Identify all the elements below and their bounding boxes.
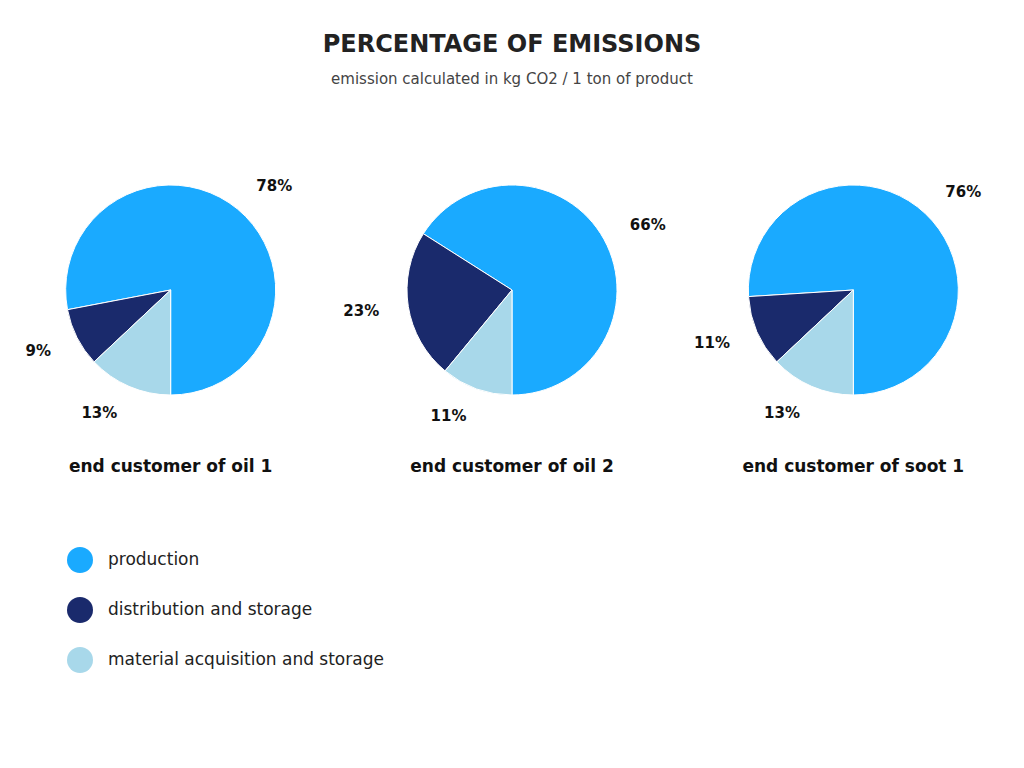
legend-item: distribution and storage xyxy=(67,597,312,623)
pie: 78% 9% 13% xyxy=(25,177,292,422)
chart: PERCENTAGE OF EMISSIONS emission calculat… xyxy=(0,0,1024,768)
pie-slice xyxy=(66,185,276,395)
legend-label: material acquisition and storage xyxy=(108,649,384,669)
data-label: 11% xyxy=(694,334,730,352)
legend-swatch xyxy=(67,647,93,673)
subtitle: emission calculated in kg CO2 / 1 ton of… xyxy=(331,70,693,88)
data-label: 23% xyxy=(343,302,379,320)
pie-label: end customer of oil 1 xyxy=(69,456,272,476)
data-label: 13% xyxy=(764,404,800,422)
pie-slice xyxy=(445,290,512,395)
data-label: 13% xyxy=(81,404,117,422)
pie-slice xyxy=(94,290,171,395)
data-label: 9% xyxy=(25,342,50,360)
pie: 66% 23% 11% xyxy=(343,185,665,425)
data-label: 11% xyxy=(431,407,467,425)
legend-label: production xyxy=(108,549,199,569)
pie-slice xyxy=(777,290,854,395)
pie-label: end customer of oil 2 xyxy=(410,456,613,476)
title: PERCENTAGE OF EMISSIONS xyxy=(323,30,702,58)
legend-item: material acquisition and storage xyxy=(67,647,384,673)
legend-item: production xyxy=(67,547,199,573)
legend-swatch xyxy=(67,547,93,573)
data-label: 76% xyxy=(945,183,981,201)
data-label: 78% xyxy=(256,177,292,195)
pie-slice xyxy=(748,185,958,395)
legend-swatch xyxy=(67,597,93,623)
legend: production distribution and storage materi… xyxy=(67,547,384,673)
data-label: 66% xyxy=(630,216,666,234)
pie-label: end customer of soot 1 xyxy=(742,456,964,476)
legend-label: distribution and storage xyxy=(108,599,312,619)
pie: 76% 11% 13% xyxy=(694,183,981,422)
